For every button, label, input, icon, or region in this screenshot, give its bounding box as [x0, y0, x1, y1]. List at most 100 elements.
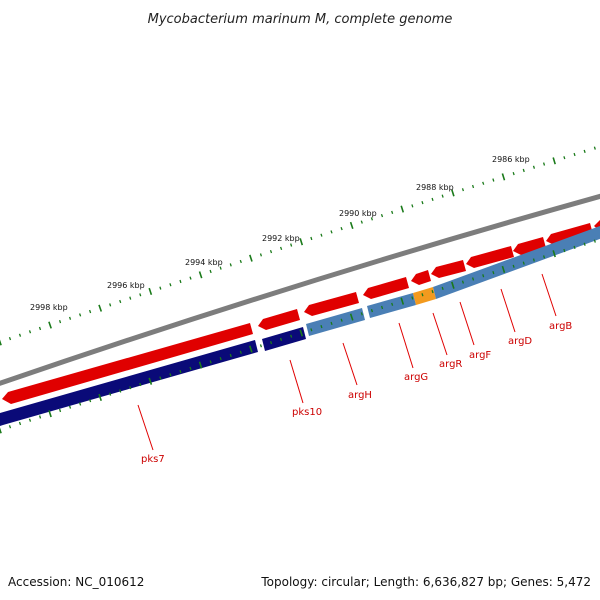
gene-label-argF[interactable]: argF [469, 350, 491, 361]
scale-tick [28, 330, 32, 334]
scale-tick [522, 261, 525, 265]
scale-tick [129, 386, 132, 390]
scale-tick [492, 271, 495, 275]
scale-tick [89, 399, 92, 403]
scale-tick [411, 296, 414, 300]
gene-label-pks10[interactable]: pks10 [292, 407, 322, 418]
gene-arrow-pks7-forward[interactable] [2, 323, 253, 404]
gene-arrow[interactable] [431, 260, 466, 278]
scale-tick [28, 418, 32, 422]
scale-tick [451, 189, 455, 197]
gene-arrow[interactable] [513, 237, 546, 255]
scale-tick [400, 205, 405, 213]
cds-argR[interactable] [413, 287, 436, 305]
scale-tick [461, 188, 465, 192]
scale-label: 2990 kbp [339, 209, 377, 218]
accession-text: Accession: NC_010612 [8, 575, 144, 589]
gene-arrow[interactable] [466, 246, 514, 268]
scale-tick [189, 276, 192, 280]
scale-tick [370, 309, 374, 313]
scale-tick [68, 405, 72, 409]
scale-tick [219, 357, 222, 361]
gene-arrow[interactable] [363, 277, 409, 299]
scale-label: 2992 kbp [262, 234, 300, 243]
scale-tick [299, 329, 304, 337]
scale-tick [290, 334, 293, 338]
scale-tick [48, 321, 52, 329]
scale-tick [471, 184, 475, 189]
genome-summary-text: Topology: circular; Length: 6,636,827 bp… [260, 575, 591, 589]
scale-tick [119, 299, 122, 304]
gene-arrow[interactable] [411, 270, 431, 285]
scale-tick [239, 350, 242, 354]
scale-tick [0, 339, 2, 346]
scale-tick [320, 233, 323, 237]
scale-tick [380, 213, 384, 218]
gene-arrow[interactable] [304, 292, 359, 316]
scale-tick [259, 253, 263, 257]
cds-pks7[interactable] [0, 340, 258, 426]
scale-tick [431, 197, 434, 201]
gene-label-argG[interactable]: argG [404, 372, 428, 383]
scale-tick [583, 242, 586, 246]
gene-label-argD[interactable]: argD [508, 336, 532, 347]
scale-tick [38, 326, 42, 331]
scale-tick [290, 243, 293, 247]
scale-tick [48, 410, 52, 418]
gene-label-pks7[interactable]: pks7 [141, 454, 165, 465]
scale-tick [209, 269, 212, 274]
scale-tick [542, 162, 546, 166]
scale-tick [400, 297, 405, 305]
cds-pks10[interactable] [262, 327, 306, 351]
scale-tick [391, 302, 394, 306]
gene-label-argR[interactable]: argR [439, 359, 462, 370]
scale-tick [119, 389, 122, 393]
scale-tick [421, 201, 424, 205]
scale-tick [391, 210, 394, 214]
scale-tick [159, 376, 162, 380]
gene-label-argH[interactable]: argH [348, 390, 372, 401]
scale-tick [139, 293, 142, 297]
map-title: Mycobacterium marinum M, complete genome [148, 12, 453, 27]
scale-tick [349, 221, 354, 229]
scale-tick [501, 173, 506, 181]
scale-tick [482, 181, 485, 185]
scale-tick [340, 318, 343, 322]
scale-tick [552, 157, 556, 165]
scale-tick [8, 425, 12, 429]
scale-tick [219, 266, 222, 270]
scale-tick [532, 258, 535, 262]
scale-tick [58, 320, 62, 324]
scale-label: 2996 kbp [107, 281, 145, 290]
scale-tick [98, 393, 102, 402]
scale-tick [209, 360, 212, 364]
scale-tick [109, 392, 112, 396]
scale-tick [380, 305, 384, 310]
scale-tick [593, 146, 596, 150]
gene-arrow[interactable] [546, 223, 593, 245]
scale-label: 2986 kbp [492, 155, 530, 164]
scale-tick [320, 325, 323, 329]
scale-tick [0, 427, 2, 434]
scale-tick [451, 281, 455, 289]
scale-tick [109, 303, 112, 307]
scale-tick [471, 277, 475, 281]
cds-argF-argD-argB[interactable] [433, 225, 600, 299]
scale-tick [360, 220, 363, 224]
cds-argG[interactable] [367, 293, 416, 318]
scale-tick [198, 271, 203, 279]
scale-tick [563, 248, 566, 253]
scale-tick [492, 178, 495, 182]
scale-tick [573, 245, 576, 249]
scale-tick [58, 408, 62, 413]
scale-tick [38, 415, 42, 419]
gene-arrow[interactable] [258, 309, 300, 330]
scale-tick [310, 236, 313, 241]
scale-tick [8, 336, 12, 341]
scale-tick [310, 328, 313, 332]
scale-tick [18, 333, 22, 337]
gene-leader-lines [137, 273, 557, 451]
gene-label-argB[interactable]: argB [549, 321, 572, 332]
scale-tick [340, 226, 343, 231]
scale-tick [441, 286, 444, 290]
